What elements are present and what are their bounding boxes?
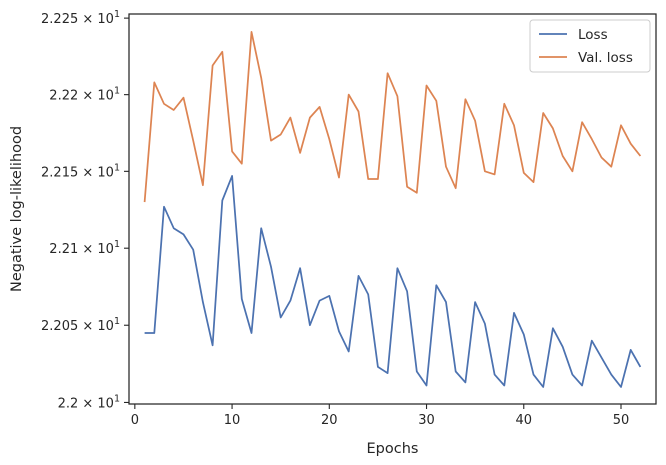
y-axis: 2.2 × 101 2.205 × 101 2.21 × 101 2.215 × 10… (41, 9, 129, 411)
y-tick-label: 2.21 × 101 (49, 239, 120, 257)
x-tick-label: 10 (224, 413, 241, 428)
x-axis: 0 10 20 30 40 50 (131, 404, 630, 428)
legend-box (529, 19, 651, 73)
x-tick-label: 50 (613, 413, 630, 428)
y-tick-label: 2.205 × 101 (41, 316, 120, 334)
series-line-val-loss (143, 31, 642, 203)
x-tick-label: 20 (321, 413, 338, 428)
y-tick-label: 2.225 × 101 (41, 9, 120, 27)
legend: Loss Val. loss (529, 19, 651, 73)
legend-label-loss: Loss (578, 27, 608, 43)
legend-label-val-loss: Val. loss (578, 50, 633, 66)
y-tick-label: 2.22 × 101 (49, 86, 120, 104)
y-axis-label: Negative log-likelihood (9, 126, 25, 292)
y-tick-label: 2.2 × 101 (58, 393, 120, 411)
series-lines (143, 31, 642, 388)
y-tick-label: 2.215 × 101 (41, 162, 120, 180)
series-line-loss (144, 175, 642, 388)
x-tick-label: 30 (418, 413, 435, 428)
plot-frame (128, 13, 657, 405)
x-axis-label: Epochs (367, 441, 419, 457)
x-tick-label: 0 (131, 413, 139, 428)
x-tick-label: 40 (515, 413, 532, 428)
